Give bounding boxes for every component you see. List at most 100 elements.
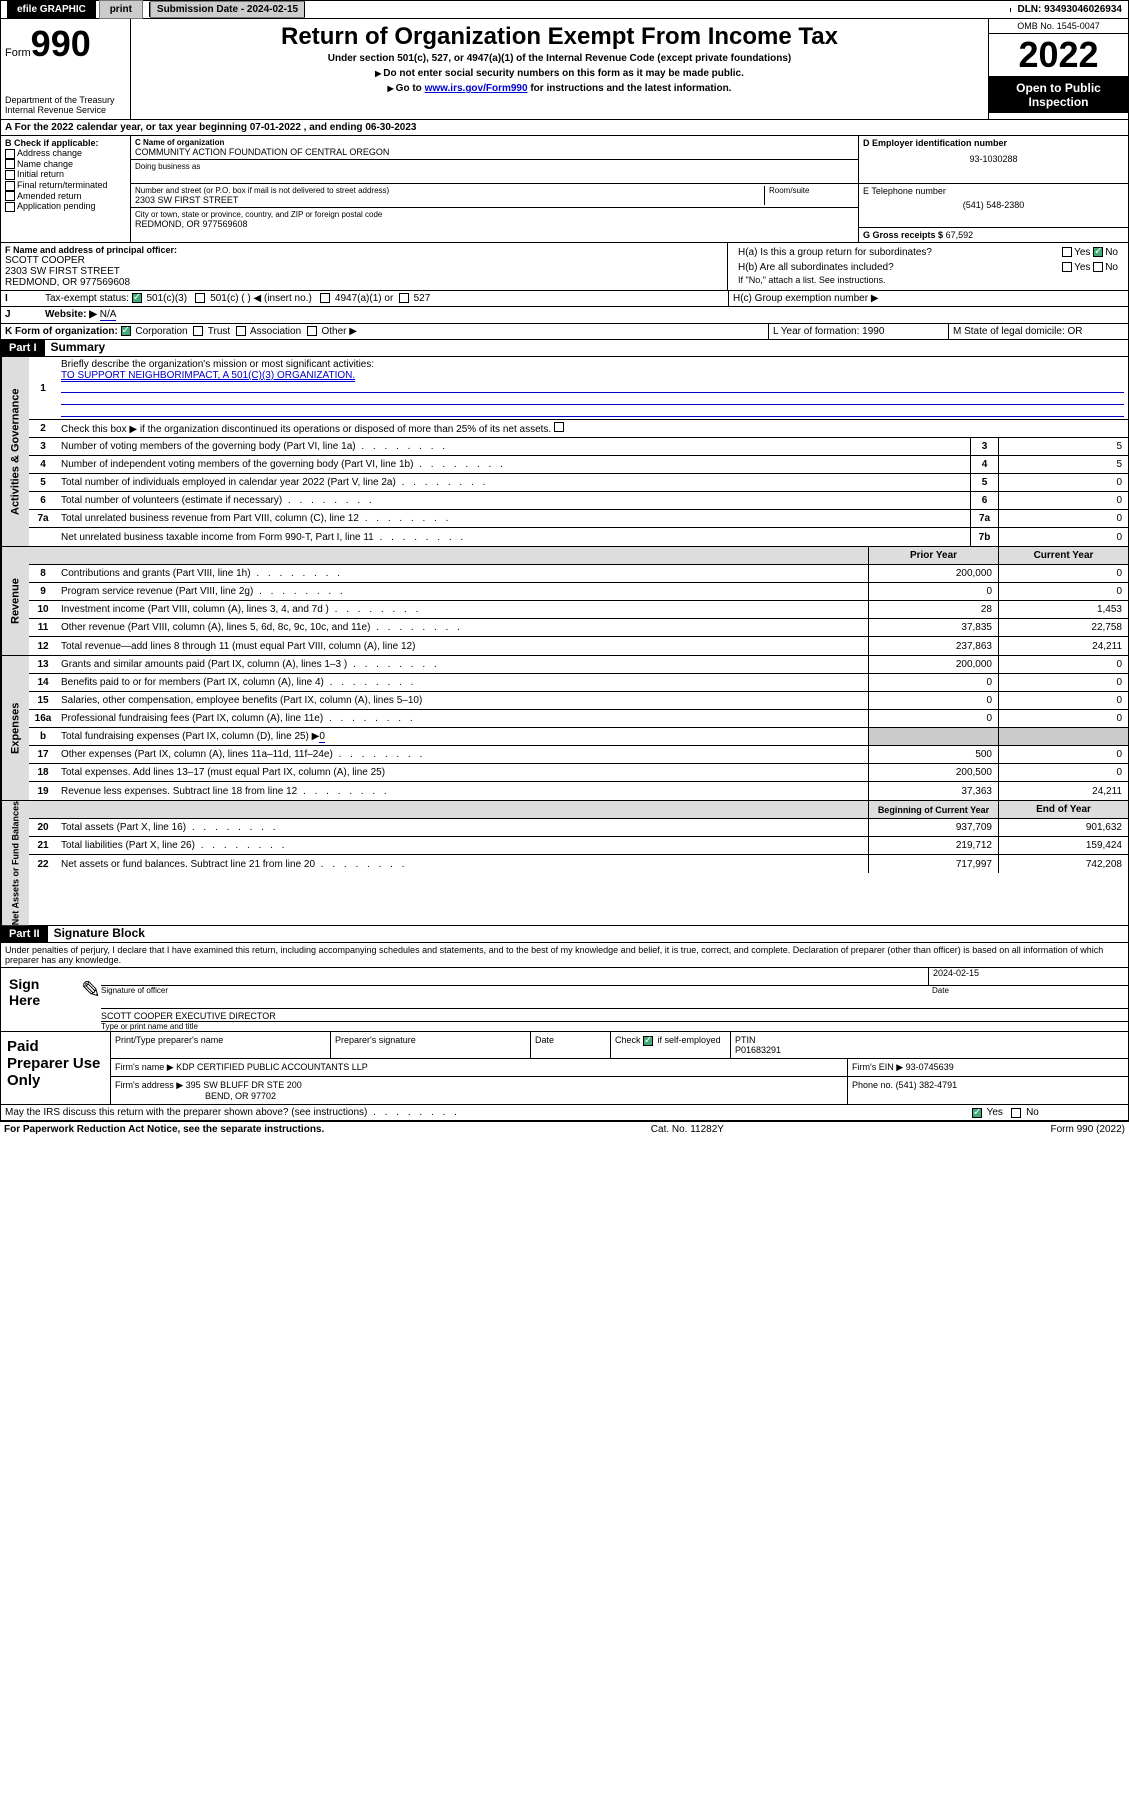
discuss-row: May the IRS discuss this return with the… [0,1105,1129,1121]
line16b-prior-na [868,728,998,745]
sign-date-val: 2024-02-15 [928,968,1128,986]
sign-here-label: Sign Here [1,968,81,1031]
hb-label: H(b) Are all subordinates included? [738,262,894,273]
row-j: J Website: ▶ N/A [0,307,1129,324]
cb-hb-yes[interactable] [1062,262,1072,272]
city-state-zip: REDMOND, OR 977569608 [135,219,854,229]
cb-discuss-no[interactable] [1011,1108,1021,1118]
mission-text[interactable]: TO SUPPORT NEIGHBORIMPACT, A 501(C)(3) O… [61,370,355,382]
ha-label: H(a) Is this a group return for subordin… [738,247,932,258]
print-name-label: Type or print name and title [101,1022,1128,1031]
org-info-grid: B Check if applicable: Address change Na… [0,136,1129,243]
line4-val: 5 [998,456,1128,473]
firm-ein-label: Firm's EIN ▶ [852,1062,903,1072]
org-name: COMMUNITY ACTION FOUNDATION OF CENTRAL O… [135,147,854,157]
cb-name-change[interactable] [5,159,15,169]
cb-corp[interactable] [121,326,131,336]
form-title: Return of Organization Exempt From Incom… [135,23,984,51]
line8-prior: 200,000 [868,565,998,582]
cat-no: Cat. No. 11282Y [651,1124,724,1135]
subtitle-2: Do not enter social security numbers on … [383,68,744,79]
line3-val: 5 [998,438,1128,455]
year-formation: L Year of formation: 1990 [768,324,948,339]
cb-501c[interactable] [195,293,205,303]
irs-label: Internal Revenue Service [5,105,126,115]
efile-btn[interactable]: efile GRAPHIC [7,1,96,18]
cb-app-pending[interactable] [5,202,15,212]
form990-link[interactable]: www.irs.gov/Form990 [425,83,528,94]
cb-501c3[interactable] [132,293,142,303]
addr-label: Number and street (or P.O. box if mail i… [135,186,764,195]
line16b-label: Total fundraising expenses (Part IX, col… [61,731,319,742]
subtitle-1: Under section 501(c), 527, or 4947(a)(1)… [135,53,984,64]
line22-begin: 717,997 [868,855,998,873]
line1-label: Briefly describe the organization's miss… [61,359,374,370]
cb-final-return[interactable] [5,181,15,191]
phone-value: (541) 548-2380 [863,200,1124,210]
firm-name-label: Firm's name ▶ [115,1062,174,1072]
ptin-label: PTIN [735,1035,756,1045]
officer-label: F Name and address of principal officer: [5,245,723,255]
pen-icon: ✎ [81,968,101,1031]
cb-4947[interactable] [320,293,330,303]
prior-year-hdr: Prior Year [868,547,998,564]
officer-name: SCOTT COOPER [5,255,723,266]
paperwork-notice: For Paperwork Reduction Act Notice, see … [4,1124,324,1135]
print-btn[interactable]: print [99,0,143,19]
form-ref: Form 990 (2022) [1051,1124,1125,1135]
gross-value: 67,592 [946,230,974,240]
line10-curr: 1,453 [998,601,1128,618]
cb-hb-no[interactable] [1093,262,1103,272]
room-label: Room/suite [769,186,854,195]
dba-label: Doing business as [135,162,854,171]
signature-block: Sign Here ✎ 2024-02-15 Signature of offi… [0,968,1129,1032]
cb-other[interactable] [307,326,317,336]
line11-prior: 37,835 [868,619,998,636]
activities-governance: Activities & Governance 1Briefly describ… [0,357,1129,547]
cb-initial-return[interactable] [5,170,15,180]
cb-discuss-yes[interactable] [972,1108,982,1118]
firm-addr-label: Firm's address ▶ [115,1080,183,1090]
page-footer: For Paperwork Reduction Act Notice, see … [0,1121,1129,1137]
row-f-h: F Name and address of principal officer:… [0,243,1129,291]
form-header: Form990 Department of the Treasury Inter… [0,19,1129,120]
cb-527[interactable] [399,293,409,303]
cb-ha-no[interactable] [1093,247,1103,257]
line14-curr: 0 [998,674,1128,691]
line13-curr: 0 [998,656,1128,673]
line3-label: Number of voting members of the governin… [57,439,970,454]
end-year-hdr: End of Year [998,801,1128,818]
line15-prior: 0 [868,692,998,709]
line5-label: Total number of individuals employed in … [57,475,970,490]
line2-label: Check this box ▶ if the organization dis… [61,424,551,435]
prep-name-hdr: Print/Type preparer's name [111,1032,331,1058]
line11-label: Other revenue (Part VIII, column (A), li… [57,620,868,635]
line11-curr: 22,758 [998,619,1128,636]
form-org-label: K Form of organization: [5,326,118,337]
begin-year-hdr: Beginning of Current Year [868,801,998,818]
sig-date-label: Date [928,986,1128,995]
line18-label: Total expenses. Add lines 13–17 (must eq… [57,765,868,780]
line16b-curr-na [998,728,1128,745]
firm-phone-label: Phone no. [852,1080,893,1090]
vtab-exp: Expenses [1,656,29,800]
line14-prior: 0 [868,674,998,691]
cb-address-change[interactable] [5,149,15,159]
net-assets-section: Net Assets or Fund Balances Beginning of… [0,801,1129,926]
firm-addr1: 395 SW BLUFF DR STE 200 [186,1080,302,1090]
section-a: A For the 2022 calendar year, or tax yea… [0,120,1129,136]
line18-curr: 0 [998,764,1128,781]
cb-trust[interactable] [193,326,203,336]
cb-self-employed[interactable] [643,1036,653,1046]
line15-label: Salaries, other compensation, employee b… [57,693,868,708]
line16a-curr: 0 [998,710,1128,727]
line6-val: 0 [998,492,1128,509]
cb-assoc[interactable] [236,326,246,336]
line17-curr: 0 [998,746,1128,763]
tax-status-label: Tax-exempt status: [45,293,129,304]
cb-amended[interactable] [5,191,15,201]
cb-ha-yes[interactable] [1062,247,1072,257]
cb-discontinued[interactable] [554,422,564,432]
line20-end: 901,632 [998,819,1128,836]
name-label: C Name of organization [135,138,854,147]
